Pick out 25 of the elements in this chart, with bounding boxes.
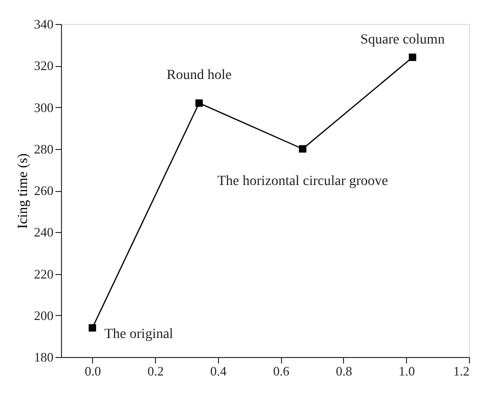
annotation: Square column [360, 32, 445, 48]
y-tick-label: 240 [34, 224, 54, 240]
x-tick-label: 1.0 [398, 364, 415, 378]
x-tick-label: 0.4 [210, 364, 228, 378]
point [298, 145, 306, 153]
y-tick-label: 280 [34, 141, 54, 156]
annotation: The original [104, 326, 174, 342]
y-tick-label: 200 [34, 308, 54, 323]
annotation: The horizontal circular groove [217, 174, 388, 189]
annotation: Round hole [166, 68, 232, 84]
y-tick-label: 300 [34, 100, 54, 115]
x-tick-label: 0.6 [273, 364, 290, 378]
point [195, 99, 203, 107]
y-tick-label: 340 [34, 16, 54, 32]
y-tick-label: 220 [34, 266, 54, 282]
x-tick-label: 0.8 [336, 364, 352, 378]
y-tick-label: 260 [34, 183, 54, 198]
x-tick-label: 0.0 [84, 364, 102, 378]
y-tick-label: 320 [34, 58, 54, 74]
y-axis-title: Icing time (s) [16, 152, 31, 229]
x-tick-label: 1.2 [453, 364, 470, 378]
x-tick-label: 0.2 [148, 364, 164, 378]
y-tick-label: 180 [34, 350, 54, 364]
point [408, 54, 416, 62]
point [88, 324, 96, 332]
